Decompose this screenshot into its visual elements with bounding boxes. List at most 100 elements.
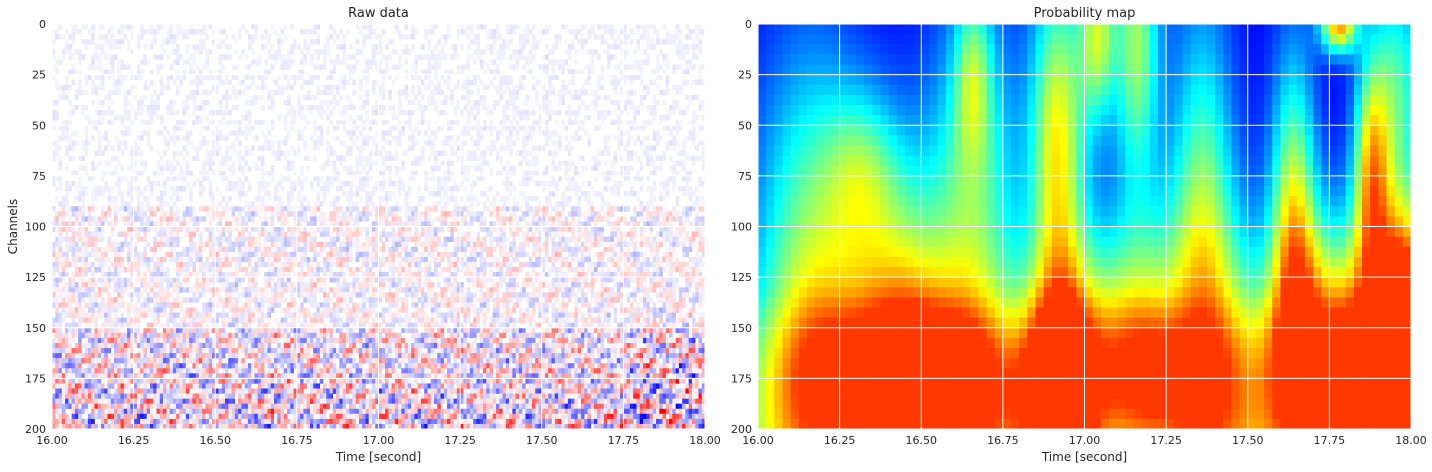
raw-data-cell [270,99,275,106]
raw-data-cell [385,196,389,202]
raw-data-cell [133,241,138,248]
raw-data-cell [149,94,154,101]
raw-data-cell [626,206,631,212]
raw-data-cell [685,246,689,253]
raw-data-cell [127,110,131,116]
raw-data-cell [84,170,89,177]
raw-data-cell [518,125,523,131]
raw-data-cell [55,226,59,232]
raw-data-cell [522,180,526,187]
raw-data-cell [424,216,428,222]
raw-data-cell [414,170,418,177]
raw-data-cell [639,216,644,222]
raw-data-cell [267,236,272,242]
raw-data-cell [577,155,582,161]
raw-data-cell [283,256,288,263]
raw-data-cell [636,59,640,65]
raw-data-cell [522,211,526,217]
raw-data-cell [603,29,608,35]
raw-data-cell [678,261,683,268]
raw-data-cell [58,261,63,268]
raw-data-cell [349,196,353,202]
raw-data-cell [257,206,262,212]
raw-data-cell [267,246,272,253]
raw-data-cell [499,226,503,232]
raw-data-cell [587,49,592,55]
raw-data-cell [313,94,317,101]
raw-data-cell [512,246,516,253]
raw-data-cell [332,125,337,131]
raw-data-cell [81,256,85,263]
raw-data-cell [613,54,618,60]
raw-data-cell [675,236,680,242]
raw-data-cell [179,256,183,263]
raw-data-cell [283,221,288,227]
raw-data-cell [411,110,415,116]
raw-data-cell [482,105,487,111]
raw-data-cell [68,186,72,192]
raw-data-cell [512,125,516,131]
raw-data-cell [610,236,614,242]
raw-data-cell [466,206,471,212]
raw-data-cell [329,74,334,80]
raw-data-cell [440,99,445,106]
raw-data-cell [587,251,592,258]
raw-data-cell [228,120,232,126]
raw-data-cell [225,120,229,126]
raw-data-cell [580,180,585,187]
raw-data-cell [639,34,644,40]
raw-data-cell [626,231,631,237]
raw-data-cell [319,105,324,111]
raw-data-cell [270,94,275,101]
raw-data-cell [329,160,334,167]
raw-data-cell [548,236,552,242]
raw-data-cell [303,216,307,222]
raw-data-cell [466,125,471,131]
raw-data-cell [616,236,621,242]
raw-data-cell [391,125,396,131]
raw-data-cell [571,231,575,237]
raw-data-cell [221,110,226,116]
raw-data-cell [665,246,670,253]
raw-data-cell [691,216,696,222]
raw-data-cell [211,120,216,126]
raw-data-cell [626,170,631,177]
raw-data-cell [52,110,56,116]
raw-data-cell [626,34,631,40]
raw-data-cell [453,196,458,202]
raw-data-cell [593,261,598,268]
raw-data-cell [185,29,190,35]
raw-data-cell [551,261,556,268]
raw-data-cell [211,110,216,116]
raw-data-cell [626,251,631,258]
raw-data-cell [646,44,650,50]
raw-data-cell [146,130,151,136]
raw-data-cell [104,261,108,268]
raw-data-cell [342,236,347,242]
raw-data-cell [287,191,291,197]
raw-data-cell [159,74,164,80]
raw-data-cell [166,84,170,91]
raw-data-cell [600,236,605,242]
raw-data-cell [91,231,95,237]
raw-data-cell [417,256,422,263]
raw-data-cell [172,34,177,40]
raw-data-cell [665,125,670,131]
raw-data-cell [440,175,445,182]
raw-data-cell [202,125,206,131]
raw-data-cell [264,29,268,35]
raw-data-cell [146,84,151,91]
raw-data-cell [381,170,386,177]
raw-data-cell [476,135,481,141]
raw-data-cell [450,226,454,232]
raw-data-cell [590,64,595,70]
raw-data-cell [303,59,307,65]
raw-data-cell [610,24,614,30]
raw-data-cell [518,241,523,248]
raw-data-cell [698,39,703,45]
raw-data-cell [127,231,131,237]
raw-data-cell [136,256,141,263]
raw-data-cell [577,39,582,45]
raw-data-cell [225,226,229,232]
raw-data-cell [652,246,657,253]
